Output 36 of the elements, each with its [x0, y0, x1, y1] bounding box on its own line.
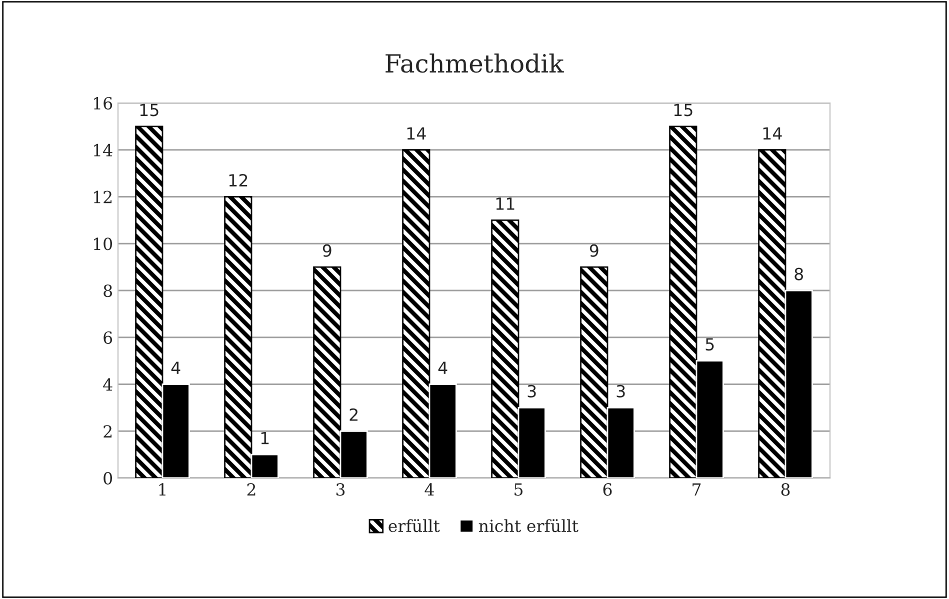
x-tick-label: 7 — [692, 483, 701, 496]
y-tick-label: 16 — [94, 96, 112, 110]
data-label: 4 — [438, 362, 448, 374]
data-label: 8 — [794, 268, 804, 280]
x-tick-label: 3 — [336, 483, 345, 496]
y-tick-label: 2 — [104, 425, 112, 438]
y-tick-label: 0 — [104, 472, 112, 485]
data-label: 4 — [171, 362, 180, 374]
x-tick-label: 4 — [424, 483, 434, 496]
data-label: 2 — [350, 408, 358, 421]
data-label: 9 — [322, 244, 332, 257]
data-label: 5 — [706, 338, 714, 351]
data-label: 3 — [616, 384, 625, 398]
x-tick-label: 5 — [514, 483, 523, 496]
data-label: 15 — [674, 104, 692, 116]
data-label: 3 — [528, 384, 536, 398]
x-tick-label: 1 — [159, 483, 166, 496]
data-label: 11 — [496, 198, 514, 210]
x-tick-label: 8 — [781, 483, 790, 496]
data-label: 14 — [407, 127, 426, 140]
data-label: 1 — [261, 432, 269, 444]
y-tick-label: 12 — [94, 190, 112, 204]
legend-label: erfüllt — [388, 519, 440, 532]
data-label: 9 — [590, 244, 598, 257]
x-tick-label: 6 — [603, 483, 612, 496]
x-tick-label: 2 — [247, 483, 256, 496]
y-tick-label: 8 — [104, 284, 112, 298]
y-tick-label: 14 — [94, 144, 112, 156]
y-tick-label: 4 — [103, 378, 112, 391]
data-label: 15 — [140, 104, 158, 116]
chart-title: Fachmethodik — [386, 53, 564, 73]
legend-label: nicht erfüllt — [478, 519, 578, 532]
data-label: 14 — [763, 127, 782, 140]
y-tick-label: 6 — [104, 331, 112, 344]
y-tick-label: 10 — [94, 238, 112, 250]
data-label: 12 — [229, 174, 248, 186]
